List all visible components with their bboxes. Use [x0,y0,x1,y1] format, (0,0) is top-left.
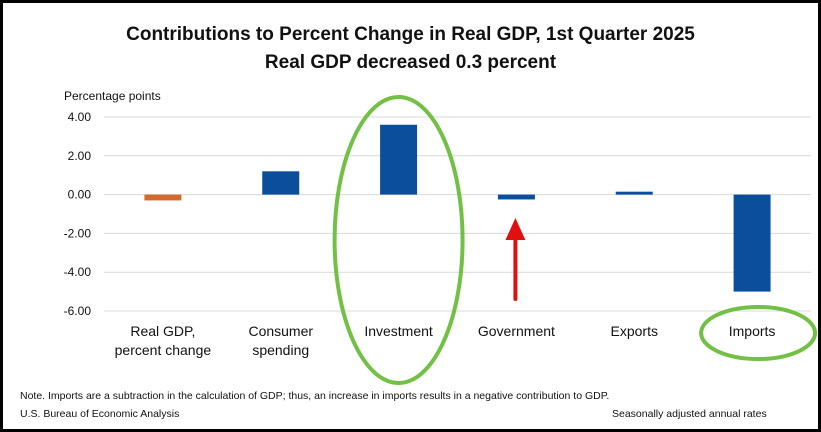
x-tick-label-line: Real GDP, [130,323,196,339]
bar [733,194,771,292]
bar [262,171,300,195]
x-tick-label: Exports [564,322,704,341]
x-tick-label-line: Consumer [248,323,314,339]
y-tick-label: 2.00 [68,149,92,163]
y-tick-label: 4.00 [68,110,92,124]
chart-title: Contributions to Percent Change in Real … [126,24,695,45]
x-tick-label-line: Exports [610,323,658,339]
y-axis-title: Percentage points [64,89,161,103]
imports-highlight-ellipse [699,305,818,361]
bar [497,194,535,200]
x-tick-label-line: spending [252,342,310,358]
x-tick-label-line: percent change [114,342,212,358]
bar [380,124,418,195]
x-tick-label-line: Government [477,323,555,339]
y-tick-label: -6.00 [64,304,92,318]
x-tick-label: Real GDP, percent change [93,322,233,360]
investment-highlight-ellipse [332,95,465,385]
y-tick-label: -2.00 [64,226,92,240]
x-tick-label: Investment [329,322,469,341]
footnote: Note. Imports are a subtraction in the c… [20,390,610,402]
y-tick-label: -4.00 [64,265,92,279]
x-tick-label: Consumer spending [211,322,351,360]
government-arrow-head [505,218,526,240]
y-tick-label: 0.00 [68,188,92,202]
x-tick-label: Government [446,322,586,341]
bar [144,194,182,201]
source-label: U.S. Bureau of Economic Analysis [20,408,180,420]
x-tick-label-line: Investment [364,323,433,339]
x-tick-label-line: Imports [728,323,776,339]
bar [615,191,653,195]
x-tick-label: Imports [682,322,821,341]
chart-subtitle: Real GDP decreased 0.3 percent [264,52,557,73]
rates-label: Seasonally adjusted annual rates [612,408,767,420]
